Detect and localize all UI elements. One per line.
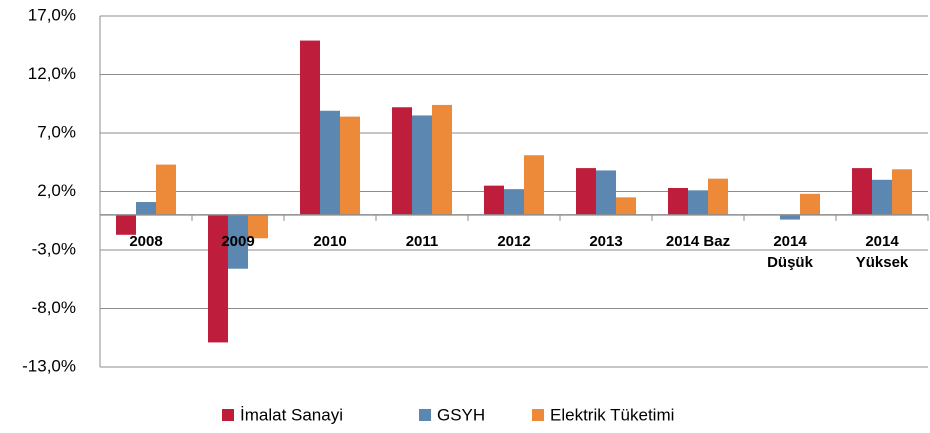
y-tick-label: -13,0% (22, 356, 76, 375)
bar (320, 110, 340, 215)
bar (576, 168, 596, 215)
y-tick-label: 12,0% (28, 64, 76, 83)
bar (156, 164, 176, 215)
bar (524, 155, 544, 215)
y-tick-label: -3,0% (32, 239, 76, 258)
y-tick-label: 2,0% (37, 181, 76, 200)
y-tick-label: 7,0% (37, 122, 76, 141)
y-tick-label: -8,0% (32, 298, 76, 317)
legend-label: GSYH (437, 405, 485, 424)
bar (688, 190, 708, 215)
bar (208, 214, 228, 343)
bar (484, 185, 504, 215)
x-tick-label: 2014 (773, 233, 807, 250)
bar (432, 104, 452, 215)
x-tick-label: 2010 (313, 233, 346, 250)
x-tick-label: Yüksek (856, 254, 909, 271)
bar (596, 170, 616, 215)
bar (708, 178, 728, 215)
x-tick-label: 2008 (129, 233, 162, 250)
x-tick-label: 2011 (406, 233, 439, 250)
bar (504, 189, 524, 215)
bar (800, 193, 820, 215)
bar (852, 168, 872, 215)
x-tick-label: 2014 (865, 233, 899, 250)
bar (248, 214, 268, 239)
bar (340, 116, 360, 215)
bar (892, 169, 912, 215)
x-tick-label: 2013 (589, 233, 622, 250)
bar (136, 202, 156, 215)
x-tick-label: 2009 (221, 233, 254, 250)
bar (116, 214, 136, 235)
bar (668, 187, 688, 215)
bar (392, 107, 412, 215)
bar (780, 214, 800, 220)
legend-swatch (419, 409, 431, 421)
bar (228, 214, 248, 269)
bar (616, 197, 636, 215)
legend-label: Elektrik Tüketimi (550, 405, 674, 424)
x-tick-label: 2012 (497, 233, 530, 250)
bar (872, 179, 892, 215)
bar (412, 115, 432, 215)
legend-swatch (222, 409, 234, 421)
legend-swatch (532, 409, 544, 421)
bar (300, 40, 320, 215)
x-tick-label: Düşük (767, 254, 814, 271)
legend-label: İmalat Sanayi (240, 405, 343, 424)
y-tick-label: 17,0% (28, 5, 76, 24)
x-tick-label: 2014 Baz (666, 233, 730, 250)
